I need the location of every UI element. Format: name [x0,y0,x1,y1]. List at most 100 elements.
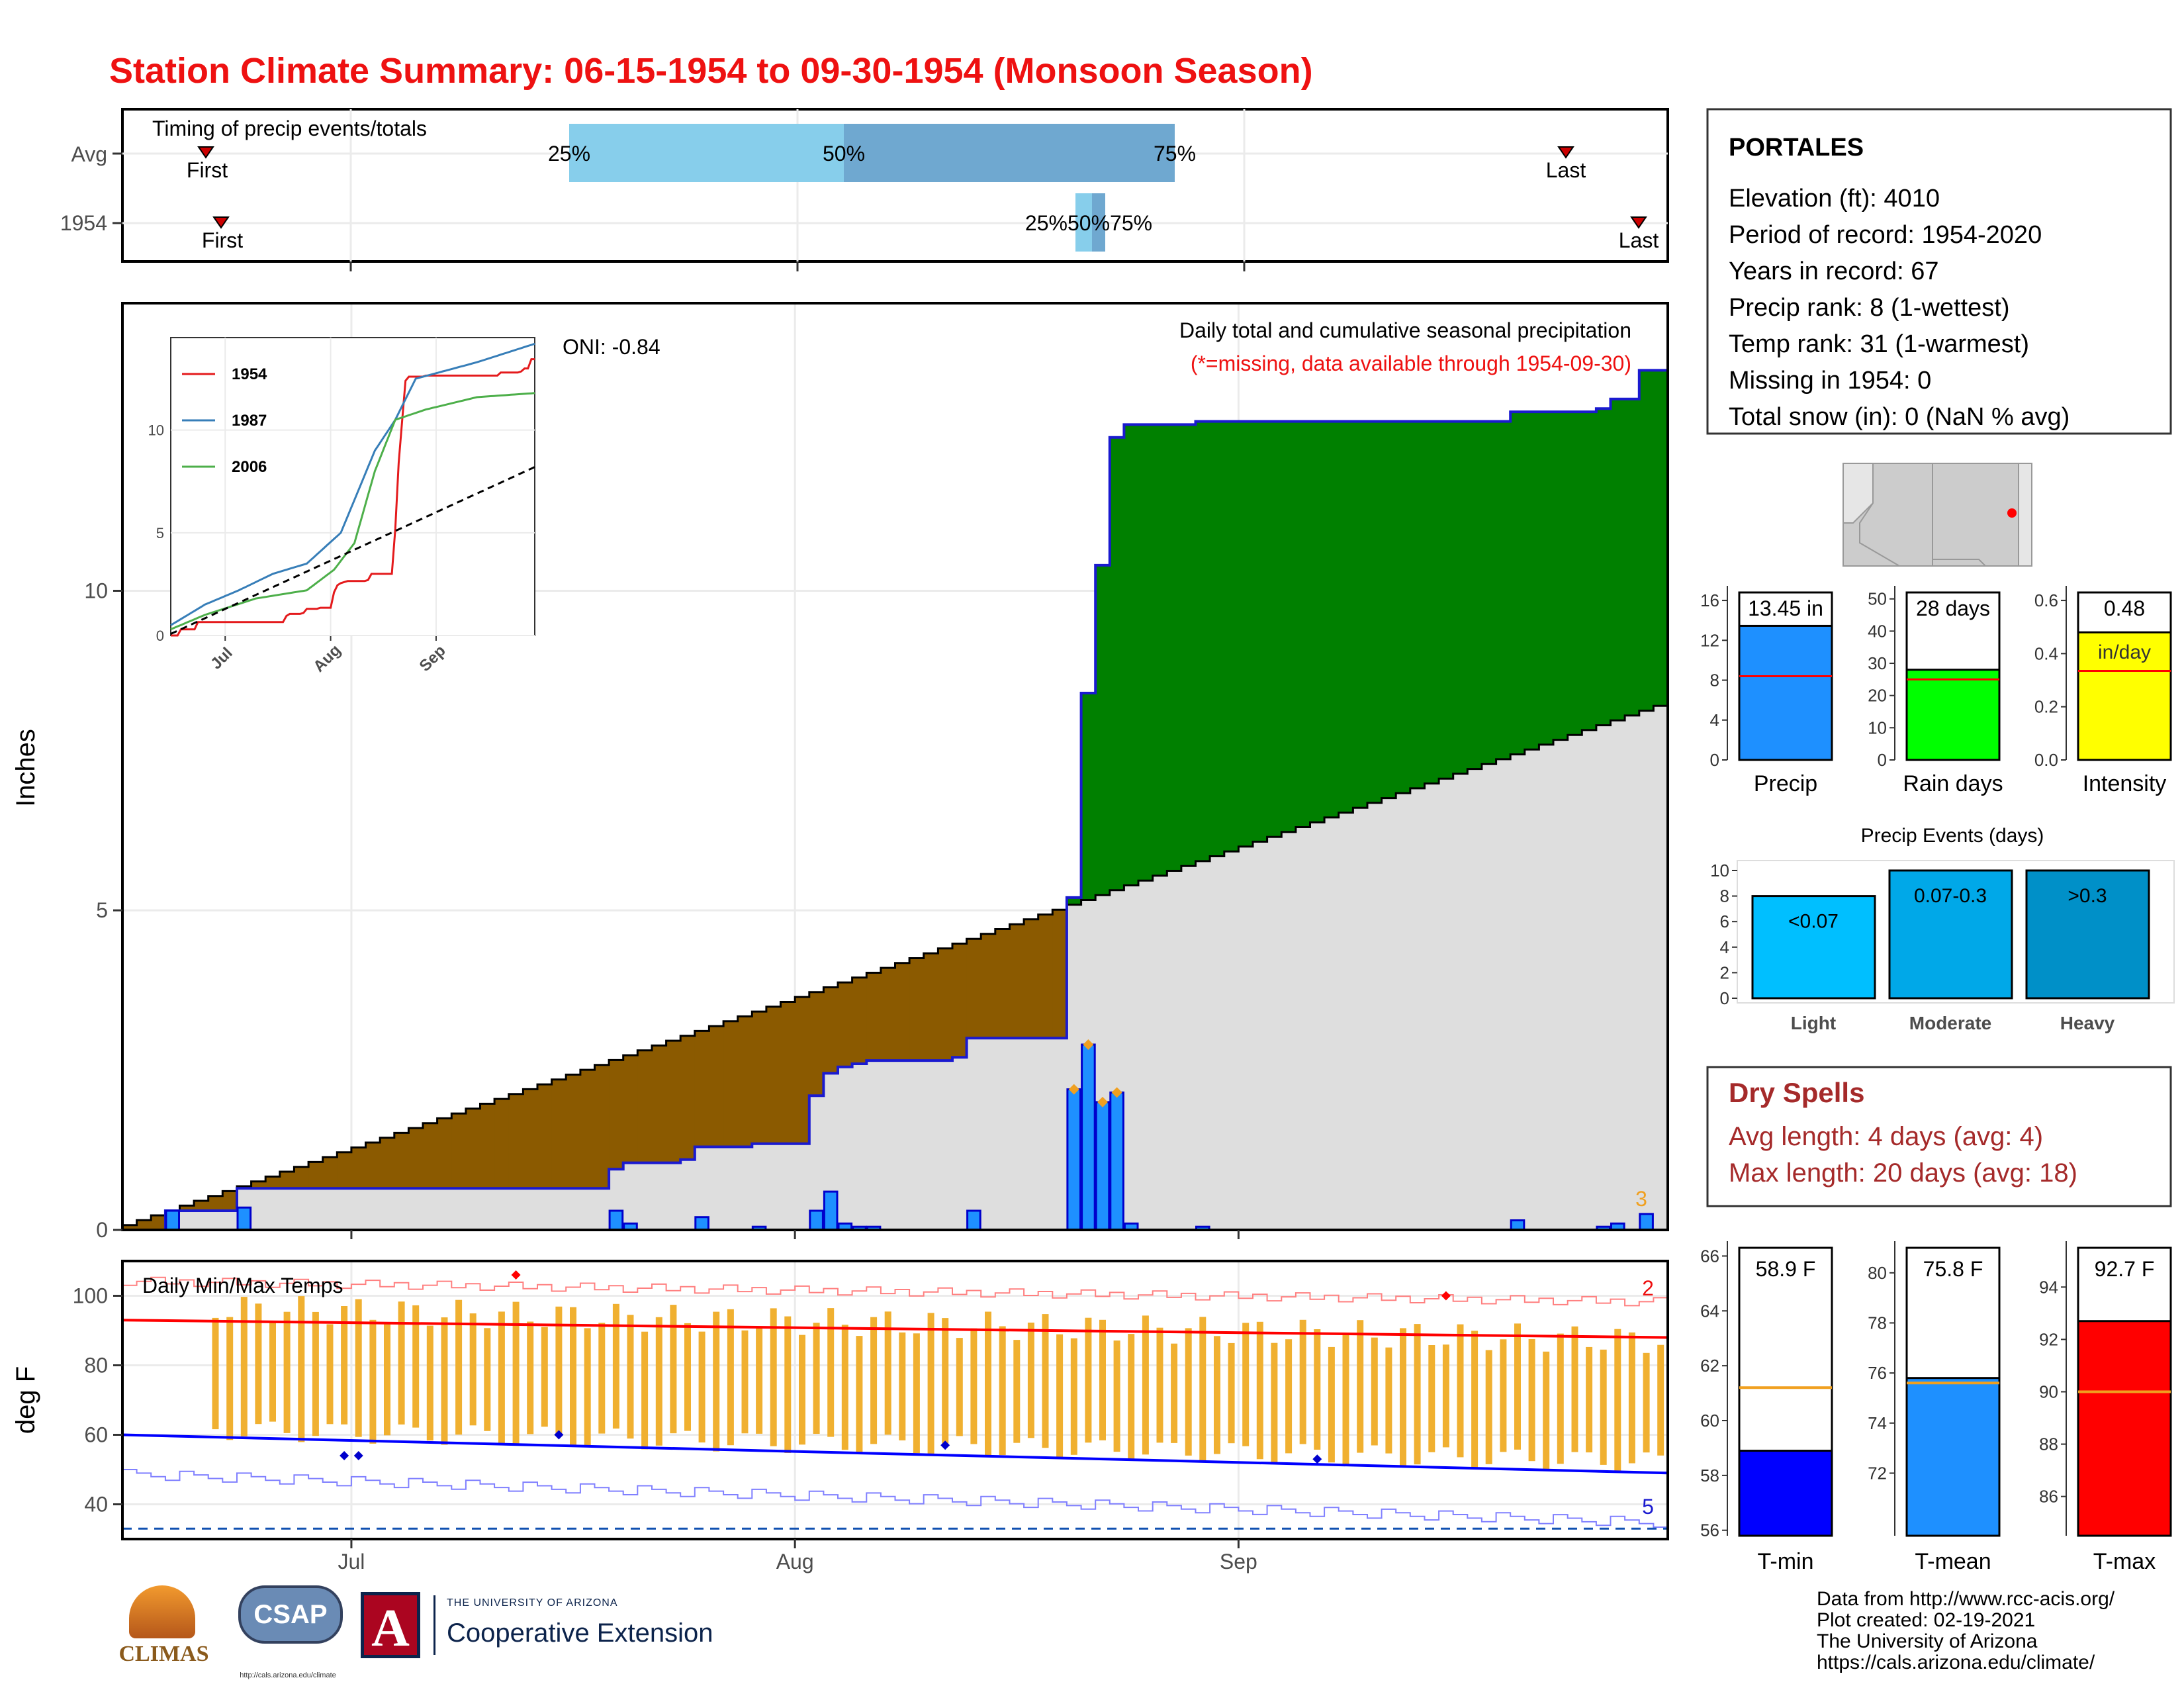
temp-summary-value: 58.9 F [1756,1257,1816,1281]
avg-last-label: Last [1546,158,1586,182]
ua-extension-logo[interactable]: A THE UNIVERSITY OF ARIZONA Cooperative … [361,1592,731,1665]
summary-bar-value: 28 days [1916,596,1990,620]
surplus-segment [1124,424,1139,886]
event-bar-category: Heavy [2060,1013,2115,1033]
daily-precip-bar [1081,1043,1096,1231]
avg-first-marker [197,146,214,159]
daily-temp-range-bar [713,1311,720,1452]
year-last-label: Last [1619,228,1659,252]
surplus-segment [1167,424,1182,871]
record-low-marker [554,1430,564,1440]
precip-title-line2: (*=missing, data available through 1954-… [1191,352,1631,375]
summary-bar-tick-label: 0.4 [2034,643,2058,663]
surplus-segment [1510,412,1525,755]
daily-temp-range-bar [627,1315,634,1439]
average-cumulative-line [122,704,1668,1227]
summary-bar-unit: in/day [2098,641,2151,663]
temp-summary-tick-label: 74 [1868,1413,1887,1433]
summary-bar-tick-label: 0 [1710,750,1719,770]
deficit-segment [866,972,882,1061]
daily-precip-bar [165,1209,180,1231]
temp-summary-label: T-min [1758,1549,1814,1574]
daily-temp-range-bar [1085,1317,1092,1443]
daily-temp-range-bar [1485,1350,1492,1464]
deficit-segment [294,1166,309,1189]
surplus-segment [1439,421,1454,779]
avg-pct-50: 50% [823,142,865,165]
temp-summary-label: T-max [2093,1549,2156,1574]
deficit-segment [222,1191,238,1211]
temp-summary-bar-t-max [2077,1320,2172,1537]
temp-count-hi: 2 [1642,1276,1654,1300]
temp-panel-label: Daily Min/Max Temps [142,1274,343,1297]
footer-line-3: The University of Arizona [1817,1630,2038,1652]
csap-logo[interactable]: CSAP http://cals.arizona.edu/climate [232,1579,344,1685]
temp-summary-tick-label: 60 [1700,1411,1719,1430]
surplus-segment [1353,421,1368,808]
events-tick-label: 0 [1720,988,1729,1008]
footer-credits: Data from http://www.rcc-acis.org/ Plot … [1817,1588,2115,1673]
avg-pct-75: 75% [1154,142,1196,165]
daily-temp-range-bar [999,1326,1006,1456]
surplus-segment [1381,421,1396,798]
temp-summary-value: 75.8 F [1923,1257,1983,1281]
daily-temp-range-bar [283,1311,291,1433]
deficit-segment [952,943,968,1058]
events-tick-label: 4 [1720,937,1729,957]
deficit-segment [809,992,824,1096]
daily-temp-range-bar [1256,1321,1263,1460]
daily-temp-range-bar [1056,1334,1064,1459]
deficit-segment [737,1016,752,1147]
daily-temp-range-bar [1171,1343,1178,1443]
station-temp-rank: Temp rank: 31 (1-warmest) [1729,330,2029,358]
deficit-segment [652,1045,667,1163]
daily-precip-bar [1639,1213,1654,1231]
daily-temp-range-bar [355,1299,362,1437]
daily-temp-range-bar [412,1305,420,1428]
deficit-segment [494,1099,510,1189]
record-high-line [122,1276,1668,1307]
deficit-segment [194,1201,209,1211]
station-name: PORTALES [1729,134,1864,162]
daily-precip-bar [694,1216,709,1231]
surplus-segment [1639,370,1654,711]
deficit-segment [823,987,839,1074]
temp-xtick-label: Sep [1220,1550,1257,1573]
surplus-segment [1424,421,1439,784]
daily-temp-range-bar [1600,1349,1607,1465]
temp-summary-bar-t-mean [1905,1377,2001,1537]
daily-temp-range-bar [240,1297,248,1436]
temp-summary-tick-label: 88 [2039,1434,2058,1454]
event-bar-range: >0.3 [2068,885,2107,907]
deficit-segment [909,958,925,1061]
daily-temp-range-bar [512,1301,520,1446]
daily-temp-range-bar [1457,1324,1464,1458]
surplus-segment [1610,399,1625,721]
daily-temp-range-bar [770,1308,777,1446]
temp-summary-tick-label: 66 [1700,1246,1719,1266]
daily-temp-range-bar [1586,1346,1593,1453]
record-low-marker [340,1451,349,1460]
daily-temp-range-bar [1013,1340,1021,1443]
dry-spells-max: Max length: 20 days (avg: 18) [1729,1158,2077,1188]
daily-temp-range-bar [841,1325,848,1450]
daily-temp-range-bar [942,1318,949,1444]
footer-line-4: https://cals.arizona.edu/climate/ [1817,1652,2095,1673]
deficit-segment [995,929,1010,1039]
footer-line-2: Plot created: 02-19-2021 [1817,1609,2035,1631]
surplus-segment [1181,424,1197,867]
deficit-segment [880,968,896,1061]
daily-precip-bar [236,1206,252,1231]
precip-record-marker [1097,1096,1108,1107]
climas-logo[interactable]: CLIMAS [109,1579,218,1678]
deficit-segment [723,1021,739,1147]
daily-temp-range-bar [1128,1334,1135,1461]
summary-bar-tick-label: 8 [1710,671,1719,690]
daily-temp-range-bar [1628,1332,1635,1464]
deficit-segment [136,1220,152,1230]
daily-temp-range-bar [1657,1344,1664,1456]
daily-temp-range-bar [1371,1337,1378,1446]
daily-temp-range-bar [1528,1338,1535,1462]
avg-last-marker [1557,146,1574,159]
